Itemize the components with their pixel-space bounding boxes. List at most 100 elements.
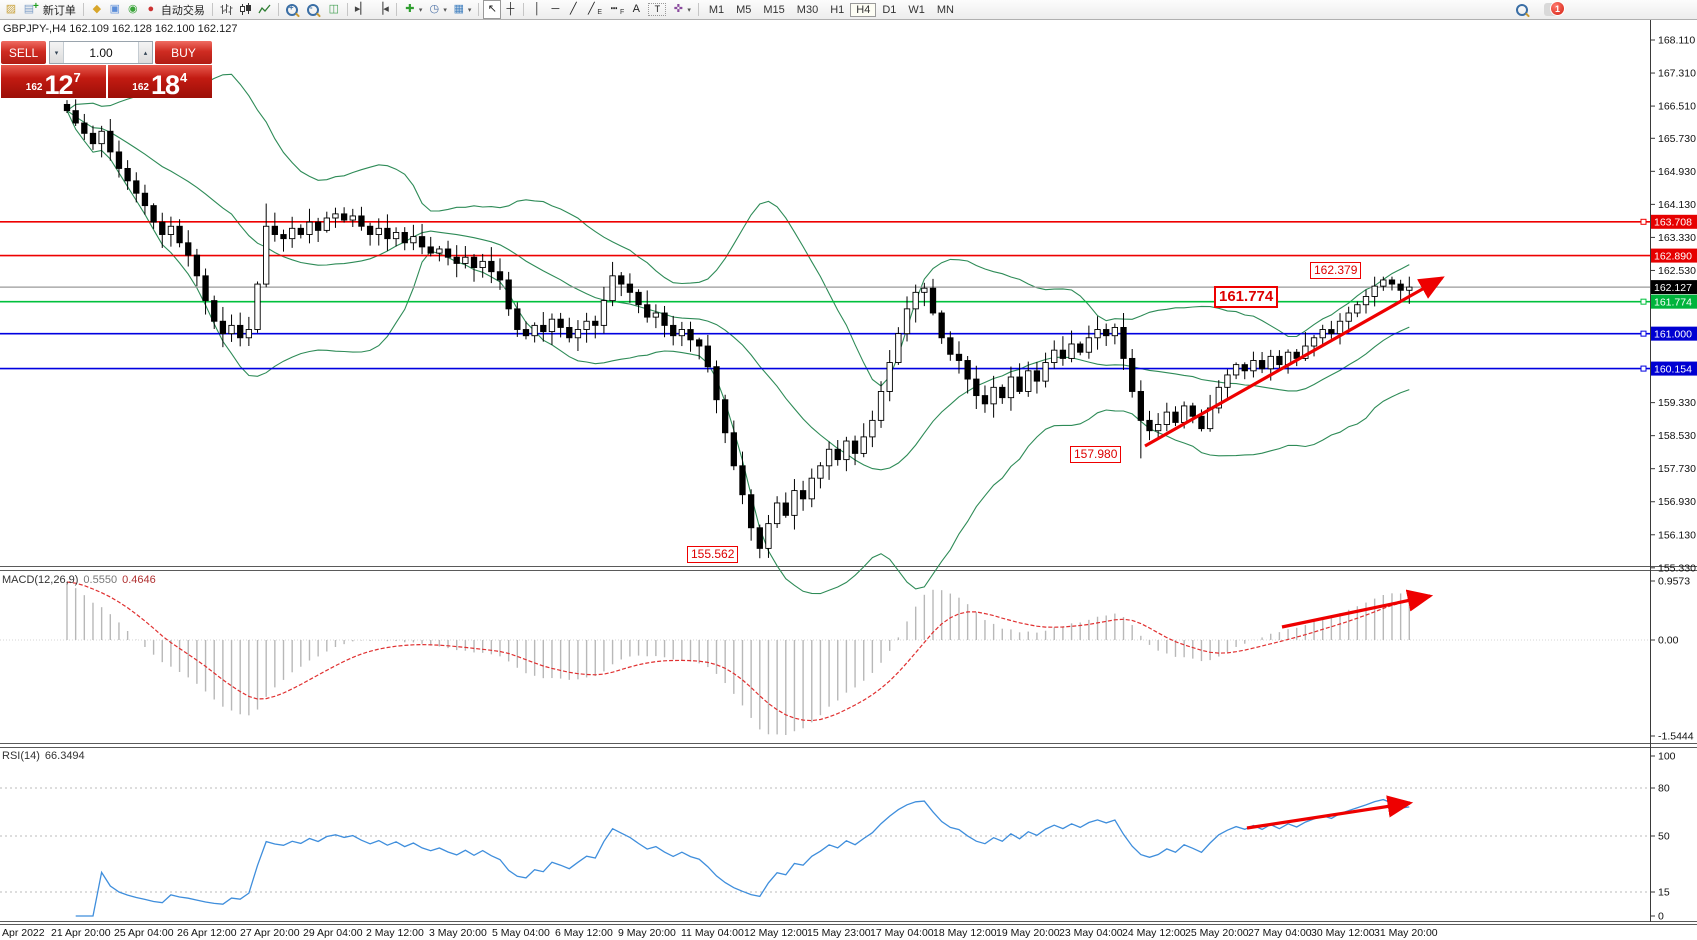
date-tick-label: 30 May 12:00 (1311, 927, 1375, 939)
macd-main-value: 0.5550 (83, 574, 118, 586)
horizontal-level-lines[interactable] (0, 218, 1650, 372)
volume-stepper: ▾ ▴ (49, 41, 153, 64)
crosshair-button[interactable]: ┼ (501, 0, 519, 19)
bar-chart-mode-button[interactable] (217, 0, 236, 19)
auto-scroll-button[interactable]: ▸▏ (352, 0, 372, 19)
price-annotation: 157.980 (1070, 446, 1122, 463)
rsi-line (75, 798, 1410, 917)
templates-button[interactable]: ▦ ▾ (450, 0, 475, 19)
one-click-trading-panel: SELL ▾ ▴ BUY 162 12 7 162 18 4 (1, 41, 212, 101)
candlestick-series (63, 99, 1413, 559)
buy-price-box[interactable]: 162 18 4 (107, 65, 212, 99)
timeframe-m15-button[interactable]: M15 (763, 3, 785, 16)
price-tick-label: 164.930 (1658, 166, 1696, 178)
auto-trading-button[interactable]: ● 自动交易 (142, 0, 208, 19)
date-tick-label: 26 Apr 12:00 (177, 927, 237, 939)
date-tick-label: 5 May 04:00 (492, 927, 550, 939)
macd-signal-value: 0.4646 (122, 574, 156, 586)
buy-button[interactable]: BUY (155, 41, 212, 64)
timeframe-d1-button[interactable]: D1 (882, 3, 897, 16)
rsi-level-lines (0, 639, 1650, 893)
arrows-tool-button[interactable]: ✜ ▾ (669, 0, 694, 19)
date-tick-label: 18 May 12:00 (933, 927, 997, 939)
zoom-in-button[interactable]: + (283, 0, 304, 19)
text-label-button[interactable]: T (645, 0, 669, 19)
candlestick-mode-button[interactable] (236, 0, 255, 19)
date-tick-label: 11 May 04:00 (681, 927, 744, 939)
timeframe-mn-button[interactable]: MN (936, 3, 954, 16)
price-badge-label: 161.774 (1654, 296, 1692, 308)
date-tick-label: 15 May 23:00 (807, 927, 871, 939)
depth-of-market-icon[interactable]: ◆ (88, 0, 106, 19)
price-tick-label: 166.510 (1658, 101, 1696, 113)
timeframe-w1-button[interactable]: W1 (908, 3, 925, 16)
price-tick-label: 157.730 (1658, 463, 1696, 475)
vertical-line-button[interactable]: │ (528, 0, 546, 19)
price-annotation: 155.562 (687, 546, 739, 563)
cursor-icon: ↖ (487, 3, 497, 15)
toolbar: ▨ ▤ + 新订单 ◆ ▣ ◉ ● 自动交易 + - ◫ ▸▏ ▕◂ ✚ ▾ ◷ ▾ ▦ ▾ ↖ ┼ │ ─ ╱ ╱ E ┅ F A T ✜ ▾… (0, 0, 1697, 20)
chart-shift-button[interactable]: ▕◂ (372, 0, 392, 19)
sell-price-prefix: 162 (25, 82, 43, 93)
cursor-button[interactable]: ↖ (483, 0, 502, 19)
dropdown-caret-icon[interactable]: ▾ (467, 6, 472, 14)
buy-price-prefix: 162 (132, 82, 149, 93)
volume-input[interactable] (64, 42, 138, 63)
price-badge-label: 163.708 (1654, 217, 1692, 229)
buy-price-pip: 4 (180, 70, 188, 85)
equidistant-channel-button[interactable]: ╱ E (582, 0, 605, 19)
timeframe-m5-button[interactable]: M5 (736, 3, 752, 16)
volume-increase-button[interactable]: ▴ (138, 42, 152, 63)
arrows-tool-icon: ✜ (673, 3, 683, 15)
date-tick-label: 9 May 20:00 (618, 927, 676, 939)
dropdown-caret-icon[interactable]: ▾ (418, 6, 423, 14)
text-icon: A (632, 3, 640, 15)
search-button[interactable] (1513, 0, 1534, 19)
timeframe-m1-button[interactable]: M1 (708, 3, 725, 16)
timeframe-h1-button[interactable]: H1 (830, 3, 845, 16)
new-order-button[interactable]: ▤ + 新订单 (23, 1, 76, 17)
dropdown-caret-icon[interactable]: ▾ (443, 6, 447, 14)
trendline-button[interactable]: ╱ (564, 0, 582, 19)
timeframe-h4-button[interactable]: H4 (850, 2, 877, 17)
window-icon-icon: ▨ (5, 3, 17, 15)
window-icon[interactable]: ▨ (2, 0, 20, 19)
periods-button[interactable]: ◷ ▾ (425, 0, 450, 19)
trend-arrows (1144, 276, 1445, 830)
auto-scroll-icon: ▸▏ (354, 3, 369, 15)
indicators-button[interactable]: ✚ ▾ (401, 0, 426, 19)
rsi-scale-label: 15 (1658, 887, 1670, 899)
horizontal-line-icon: ─ (551, 3, 560, 15)
rsi-value: 66.3494 (44, 750, 85, 762)
date-tick-label: 25 May 20:00 (1185, 927, 1249, 939)
notifications-button[interactable]: 1 (1544, 1, 1565, 16)
text-button[interactable]: A (627, 0, 645, 19)
volume-decrease-button[interactable]: ▾ (50, 42, 64, 63)
macd-scale-label: 0.9573 (1658, 576, 1690, 588)
timeframe-m30-button[interactable]: M30 (796, 3, 819, 16)
sell-price-main: 12 (44, 70, 73, 101)
rsi-scale-label: 50 (1658, 831, 1670, 843)
signals-icon[interactable]: ◉ (124, 0, 142, 19)
price-tick-label: 158.530 (1658, 430, 1696, 442)
rsi-scale-label: 100 (1658, 751, 1676, 763)
indicators-icon: ✚ (405, 3, 415, 15)
horizontal-line-button[interactable]: ─ (546, 0, 564, 19)
sell-button[interactable]: SELL (1, 41, 46, 64)
zoom-out-button[interactable]: - (304, 0, 325, 19)
sell-price-box[interactable]: 162 12 7 (1, 65, 106, 101)
fibonacci-icon: ┅ (610, 3, 618, 15)
new-order-icon: ▤ (23, 3, 35, 15)
market-watch-icon[interactable]: ▣ (106, 0, 124, 19)
tile-windows-button[interactable]: ◫ (325, 0, 343, 19)
fibonacci-button[interactable]: ┅ F (605, 0, 627, 19)
rsi-scale-label: 80 (1658, 783, 1670, 795)
text-label-icon: T (648, 3, 667, 16)
line-chart-mode-button[interactable] (255, 0, 274, 19)
date-tick-label: 23 May 04:00 (1059, 927, 1123, 939)
dropdown-caret-icon[interactable]: ▾ (687, 6, 691, 14)
periods-icon: ◷ (429, 3, 440, 15)
sell-price-pip: 7 (73, 70, 81, 85)
